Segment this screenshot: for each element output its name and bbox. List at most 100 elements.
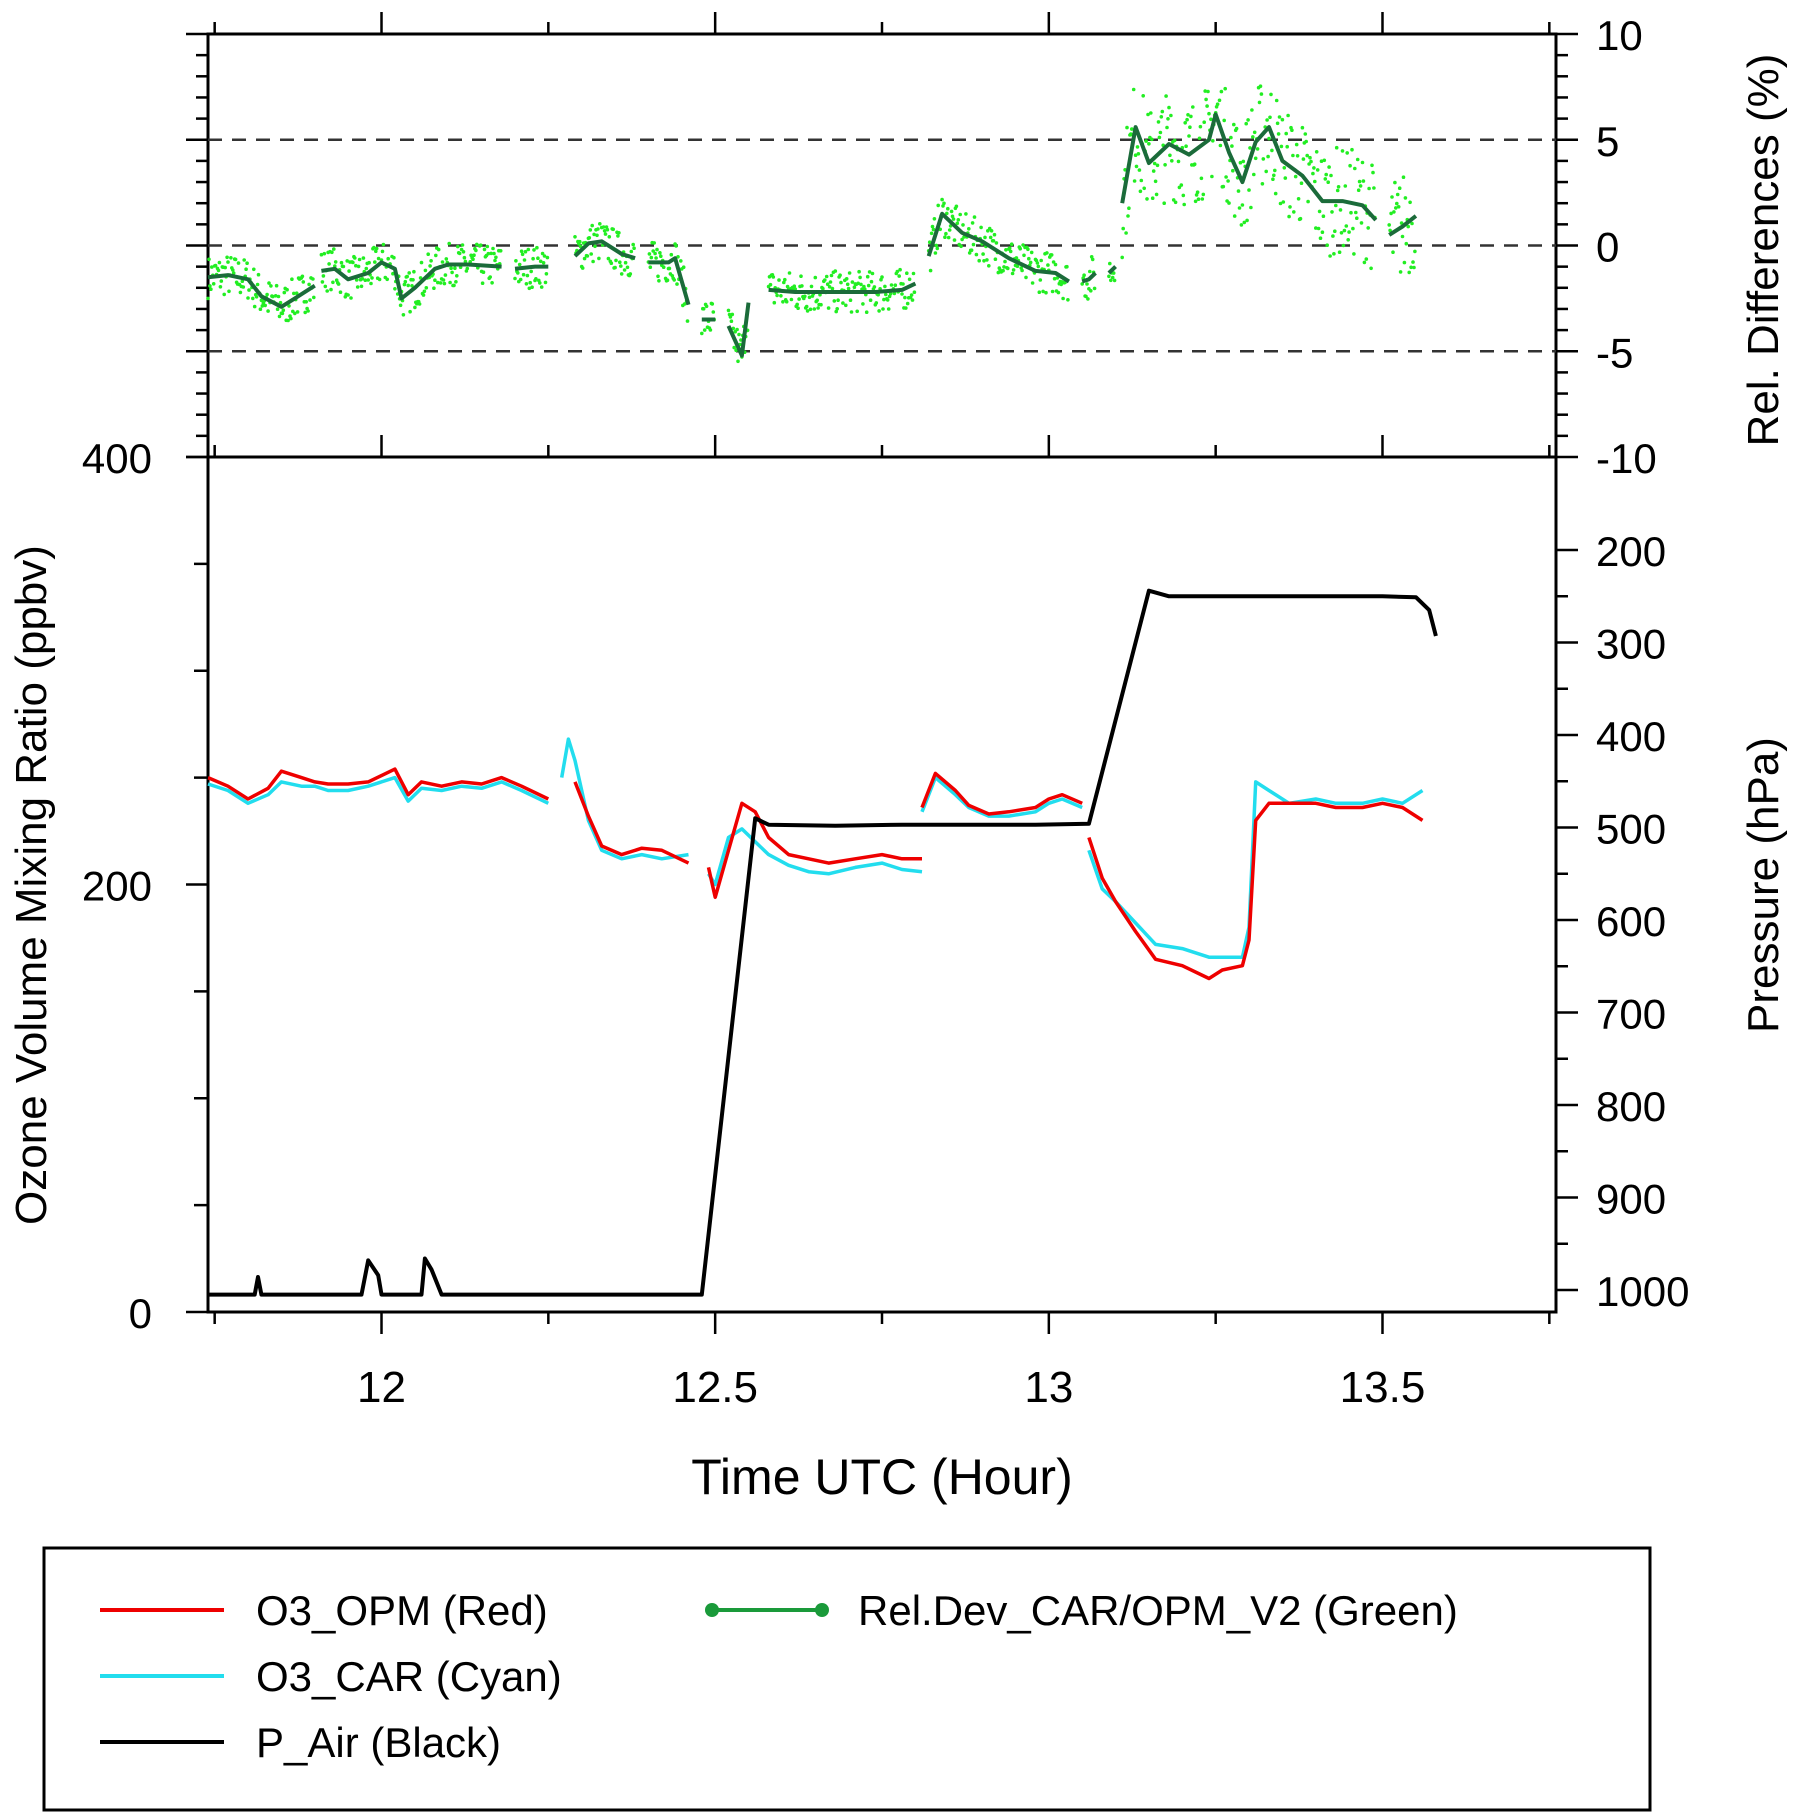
rel-dev-point	[1283, 176, 1288, 180]
rel-dev-point	[887, 294, 892, 299]
rel-dev-line-segment	[1107, 265, 1117, 275]
rel-dev-point	[263, 303, 268, 308]
rel-dev-point	[493, 258, 497, 263]
rel-dev-point	[222, 292, 226, 297]
rel-dev-point	[333, 264, 337, 268]
top-reference-lines	[208, 138, 1556, 353]
rel-dev-point	[1258, 84, 1263, 88]
rel-dev-point	[981, 252, 985, 256]
rel-dev-point	[393, 287, 397, 291]
rel-dev-point	[357, 257, 362, 262]
rel-dev-point	[1038, 278, 1043, 282]
rel-dev-point	[282, 290, 287, 295]
rel-dev-point	[1112, 278, 1117, 283]
y2-label-bottom: Pressure (hPa)	[1739, 737, 1788, 1033]
rel-dev-point	[905, 271, 909, 276]
rel-dev-point	[457, 251, 462, 256]
rel-dev-point	[1352, 252, 1356, 256]
rel-dev-point	[1308, 155, 1312, 160]
rel-dev-point	[341, 264, 346, 269]
rel-dev-point	[1221, 184, 1226, 189]
rel-dev-point	[1010, 271, 1015, 276]
rel-dev-point	[532, 248, 536, 252]
rel-dev-point	[1300, 125, 1305, 130]
rel-dev-point	[653, 251, 657, 256]
rel-dev-point	[332, 247, 336, 251]
rel-dev-point	[1275, 121, 1280, 126]
rel-dev-point	[632, 246, 636, 250]
rel-dev-point	[933, 251, 938, 255]
rel-dev-point	[433, 278, 437, 283]
rel-dev-point	[852, 285, 857, 290]
rel-dev-point	[1215, 102, 1220, 106]
rel-dev-point	[830, 286, 835, 291]
rel-dev-point	[868, 298, 873, 303]
rel-dev-point	[704, 304, 709, 309]
rel-dev-point	[614, 258, 618, 263]
rel-dev-point	[606, 256, 611, 261]
rel-dev-point	[1142, 186, 1146, 191]
y-tick-label-left: 0	[129, 1290, 152, 1337]
rel-dev-point	[293, 311, 297, 316]
rel-dev-point	[1324, 172, 1328, 177]
rel-dev-point	[947, 228, 952, 232]
rel-dev-point	[1359, 221, 1364, 225]
rel-dev-point	[443, 273, 448, 277]
rel-dev-point	[1339, 231, 1344, 235]
rel-dev-point	[1350, 147, 1354, 152]
rel-dev-point	[591, 259, 595, 264]
rel-dev-point	[737, 332, 741, 337]
rel-dev-point	[1107, 274, 1111, 279]
rel-dev-point	[964, 212, 968, 216]
rel-dev-scatter-points	[206, 84, 1417, 364]
rel-dev-point	[883, 284, 887, 289]
rel-dev-point	[233, 257, 238, 262]
rel-dev-point	[1313, 179, 1317, 184]
rel-dev-point	[535, 245, 539, 250]
rel-dev-point	[1188, 125, 1192, 129]
rel-dev-point	[347, 269, 351, 273]
top-axis-ticks: -10 -5 0 5 10	[186, 12, 1657, 482]
rel-dev-point	[1141, 94, 1145, 98]
rel-dev-point	[417, 302, 422, 306]
rel-dev-point	[628, 272, 633, 276]
rel-dev-point	[329, 287, 333, 292]
rel-dev-point	[1238, 160, 1243, 165]
rel-dev-point	[363, 278, 368, 283]
rel-dev-point	[824, 274, 829, 279]
rel-dev-point	[1162, 201, 1166, 205]
rel-dev-point	[364, 266, 369, 271]
rel-dev-point	[1045, 251, 1049, 255]
rel-dev-point	[1273, 168, 1277, 173]
rel-dev-point	[795, 302, 799, 307]
rel-dev-point	[244, 267, 248, 272]
rel-dev-point	[1277, 115, 1282, 119]
rel-dev-point	[252, 267, 256, 272]
rel-dev-point	[1138, 189, 1143, 194]
rel-dev-line-segment	[514, 264, 549, 271]
rel-dev-point	[1127, 206, 1131, 210]
rel-dev-point	[1301, 157, 1306, 161]
rel-dev-point	[543, 280, 548, 285]
rel-dev-point	[1202, 120, 1206, 124]
rel-dev-point	[1224, 175, 1228, 179]
rel-dev-point	[474, 248, 478, 253]
rel-dev-point	[450, 270, 454, 275]
rel-dev-point	[238, 290, 243, 295]
rel-dev-point	[1318, 236, 1323, 240]
rel-dev-point	[1219, 89, 1224, 94]
rel-dev-point	[1344, 224, 1349, 228]
rel-dev-line-segment	[1081, 271, 1097, 284]
rel-dev-point	[286, 318, 290, 323]
rel-dev-point	[491, 246, 495, 251]
rel-dev-point	[349, 296, 353, 300]
rel-dev-point	[889, 283, 894, 287]
rel-dev-point	[605, 227, 610, 232]
rel-dev-point	[1239, 223, 1244, 227]
rel-dev-point	[847, 271, 852, 275]
rel-dev-point	[1008, 249, 1013, 254]
rel-dev-point	[213, 263, 218, 268]
rel-dev-point	[827, 285, 832, 289]
rel-dev-point	[839, 280, 843, 285]
rel-dev-point	[573, 235, 577, 239]
